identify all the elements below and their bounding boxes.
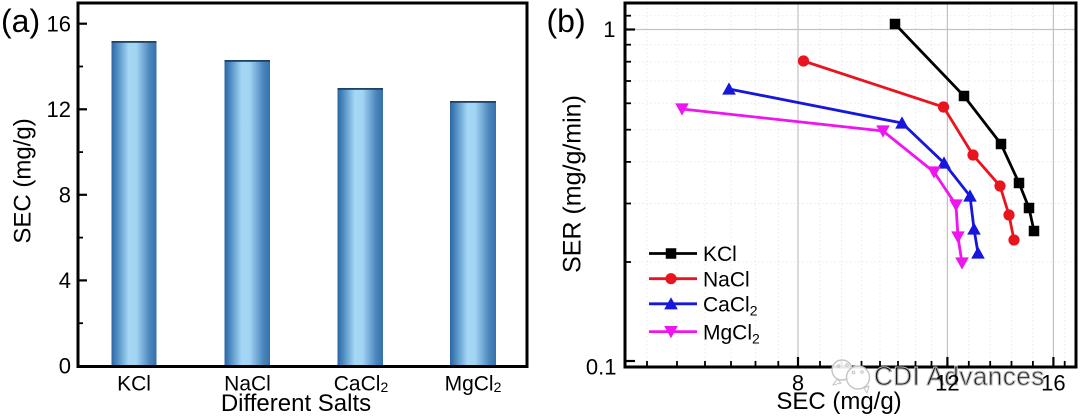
svg-text:NaCl: NaCl [224, 373, 271, 396]
svg-text:Different Salts: Different Salts [221, 390, 371, 417]
svg-text:CaCl2: CaCl2 [334, 373, 389, 396]
svg-text:SER (mg/g/min): SER (mg/g/min) [559, 95, 587, 273]
svg-text:0: 0 [59, 354, 71, 379]
svg-text:8: 8 [59, 183, 71, 208]
svg-text:(b): (b) [547, 3, 586, 39]
svg-text:NaCl: NaCl [703, 268, 750, 291]
svg-text:SEC (mg/g): SEC (mg/g) [776, 388, 901, 415]
svg-text:16: 16 [1041, 371, 1065, 396]
svg-text:16: 16 [47, 11, 71, 36]
svg-text:MgCl2: MgCl2 [703, 321, 760, 346]
svg-text:12: 12 [47, 97, 71, 122]
svg-text:CDI Advances: CDI Advances [874, 361, 1045, 391]
svg-text:0.1: 0.1 [586, 355, 617, 380]
svg-text:CaCl2: CaCl2 [703, 294, 758, 319]
svg-text:(a): (a) [1, 3, 40, 39]
svg-text:MgCl2: MgCl2 [445, 373, 502, 396]
svg-text:SEC (mg/g): SEC (mg/g) [10, 118, 37, 243]
svg-text:4: 4 [59, 268, 71, 293]
svg-text:8: 8 [792, 371, 804, 396]
svg-text:12: 12 [935, 371, 959, 396]
svg-text:KCl: KCl [117, 373, 151, 396]
svg-text:1: 1 [603, 17, 615, 42]
svg-text:KCl: KCl [703, 243, 737, 266]
